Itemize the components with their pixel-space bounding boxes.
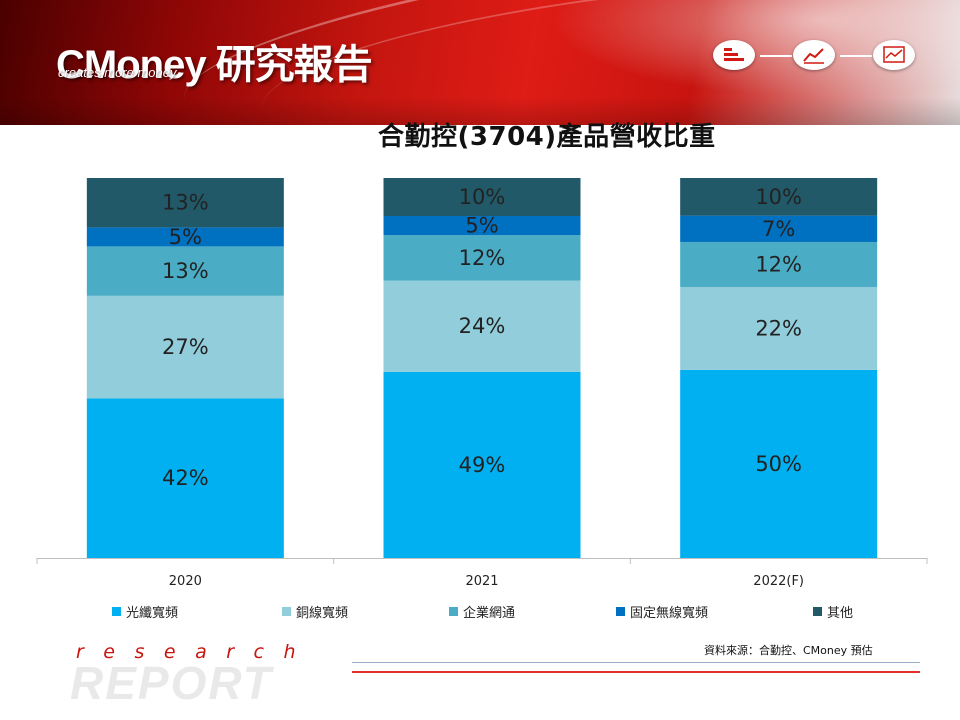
bar-segment — [383, 371, 581, 558]
header-connector — [760, 55, 792, 57]
legend-item: 固定無線寬頻 — [616, 602, 708, 621]
x-tick-label: 2022(F) — [753, 574, 804, 589]
legend-label: 企業網通 — [463, 606, 516, 621]
legend-item: 銅線寬頻 — [282, 602, 348, 621]
bar-segment — [86, 246, 284, 296]
data-label: 7% — [762, 217, 795, 241]
chart-title: 合勤控(3704)產品營收比重 — [378, 122, 716, 152]
legend-swatch — [813, 607, 822, 616]
x-tick-label: 2021 — [465, 574, 498, 589]
title-bar — [0, 125, 960, 148]
data-label: 12% — [755, 253, 802, 277]
chart-legend: 光纖寬頻 銅線寬頻 企業網通 固定無線寬頻 其他 — [0, 602, 960, 622]
bar-segment — [680, 178, 878, 216]
data-label: 10% — [755, 185, 802, 209]
logo-tagline: creates more money — [58, 65, 177, 80]
data-label: 5% — [169, 225, 202, 249]
legend-swatch — [112, 607, 121, 616]
legend-label: 固定無線寬頻 — [630, 606, 709, 621]
data-label: 13% — [162, 259, 209, 283]
bar-segment — [86, 227, 284, 247]
header-connector — [840, 55, 872, 57]
data-label: 42% — [162, 466, 209, 490]
bar-segment — [383, 178, 581, 216]
legend-swatch — [449, 607, 458, 616]
bar-segment — [86, 295, 284, 399]
bar-list-icon[interactable] — [713, 40, 755, 70]
bar-segment — [680, 369, 878, 558]
report-wordmark: REPORT — [70, 657, 273, 709]
data-label: 12% — [459, 246, 506, 270]
data-label: 13% — [162, 191, 209, 215]
legend-swatch — [616, 607, 625, 616]
legend-swatch — [282, 607, 291, 616]
footer-accent-line — [352, 671, 920, 673]
stacked-bar-chart: 42% 27% 13% 5% 13% 49% 24% 12% 5% 10% 50% 22% 12% 7% 1… — [36, 178, 928, 589]
x-axis: 2020 2021 2022(F) — [36, 558, 928, 589]
legend-item: 其他 — [813, 602, 853, 621]
logo: CMoney 研究報告 — [56, 43, 373, 87]
data-label: 5% — [465, 214, 498, 238]
data-label: 22% — [755, 316, 802, 340]
footer-divider — [352, 662, 920, 663]
trend-chart-icon[interactable] — [873, 40, 915, 70]
legend-label: 銅線寬頻 — [296, 606, 349, 621]
bar-segment — [86, 178, 284, 228]
data-label: 49% — [459, 453, 506, 477]
bar-segment — [383, 216, 581, 235]
bar-segment — [86, 398, 284, 558]
data-label: 10% — [459, 185, 506, 209]
source-note: 資料來源：合勤控、CMoney 預估 — [704, 644, 873, 657]
bar-segment — [680, 215, 878, 242]
bar-segment — [383, 280, 581, 372]
x-tick-label: 2020 — [169, 574, 202, 589]
legend-label: 其他 — [827, 606, 854, 621]
legend-item: 光纖寬頻 — [112, 602, 178, 621]
line-chart-icon[interactable] — [793, 40, 835, 70]
bar-segment — [680, 241, 878, 288]
bar-segment — [383, 235, 581, 281]
data-label: 24% — [459, 314, 506, 338]
legend-label: 光纖寬頻 — [126, 606, 179, 621]
research-wordmark: research — [76, 641, 316, 663]
legend-item: 企業網通 — [449, 602, 515, 621]
data-label: 27% — [162, 335, 209, 359]
data-label: 50% — [755, 452, 802, 476]
bar-segment — [680, 287, 878, 370]
bar-group: 42% 27% 13% 5% 13% 49% 24% 12% 5% 10% 50% 22% 12% 7% 1… — [86, 178, 878, 558]
